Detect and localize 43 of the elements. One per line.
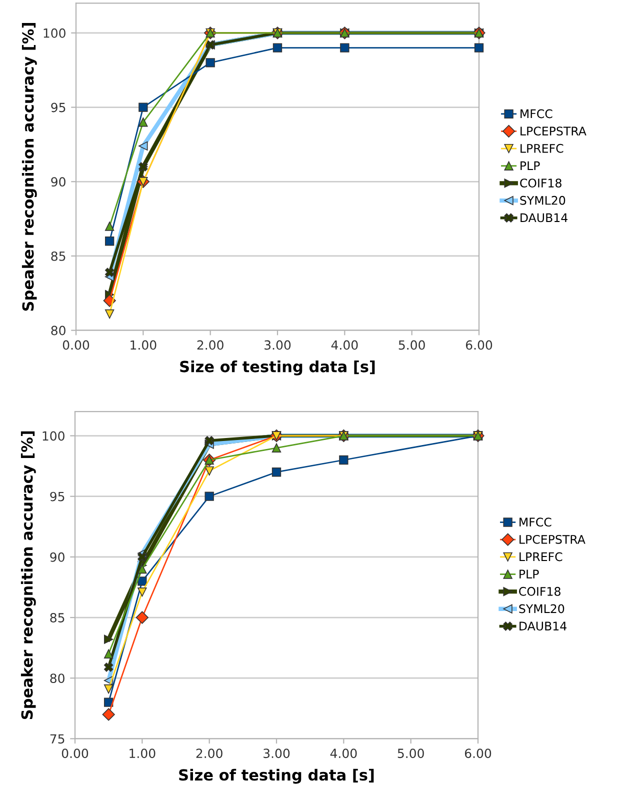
x-tick-label: 6.00 <box>466 340 492 350</box>
y-tick-label: 95 <box>50 492 64 502</box>
legend-label: MFCC <box>520 109 552 118</box>
x-tick-label: 5.00 <box>398 340 425 350</box>
legend-label: DAUB14 <box>520 213 568 222</box>
x-tick-label: 5.00 <box>398 748 424 758</box>
x-tick-label: 4.00 <box>331 340 358 350</box>
x-tick-label: 1.00 <box>130 340 156 350</box>
legend-label: DAUB14 <box>520 622 566 631</box>
y-tick-label: 90 <box>51 177 66 187</box>
legend-label: LPCEPSTRA <box>520 126 586 136</box>
x-axis-title: Size of testing data [s] <box>179 768 374 784</box>
legend-label: PLP <box>520 570 539 578</box>
legend-label: PLP <box>520 161 540 170</box>
x-tick-label: 6.00 <box>464 748 492 758</box>
y-tick-label: 100 <box>44 28 66 38</box>
x-tick-label: 1.00 <box>130 748 156 758</box>
y-axis-title: Speaker recognition accuracy [%] <box>22 23 37 311</box>
x-axis-title: Size of testing data [s] <box>180 360 375 376</box>
y-axis-title: Speaker recognition accuracy [%] <box>20 431 36 720</box>
x-tick-label: 3.00 <box>264 340 291 350</box>
legend-label: MFCC <box>520 518 552 527</box>
x-tick-label: 3.00 <box>264 748 290 758</box>
x-tick-label: 0.00 <box>62 748 88 758</box>
legend-label: COIF18 <box>519 586 560 596</box>
y-tick-label: 75 <box>50 734 64 744</box>
x-tick-label: 0.00 <box>62 340 90 350</box>
y-tick-label: 90 <box>50 552 64 562</box>
legend-label: LPREFC <box>520 552 562 562</box>
x-tick-label: 2.00 <box>197 340 224 350</box>
y-tick-label: 80 <box>50 674 64 684</box>
legend-label: COIF18 <box>520 178 562 188</box>
x-tick-label: 2.00 <box>196 748 222 758</box>
y-tick-label: 85 <box>51 251 66 261</box>
y-tick-label: 85 <box>50 612 64 622</box>
y-tick-label: 95 <box>51 102 66 112</box>
x-tick-label: 4.00 <box>330 748 357 758</box>
legend-label: SYML20 <box>520 196 566 205</box>
legend-label: LPCEPSTRA <box>520 534 586 544</box>
y-tick-label: 80 <box>51 326 66 336</box>
legend-label: SYML20 <box>519 604 564 614</box>
y-tick-label: 100 <box>42 431 64 441</box>
legend-label: LPREFC <box>520 144 564 153</box>
